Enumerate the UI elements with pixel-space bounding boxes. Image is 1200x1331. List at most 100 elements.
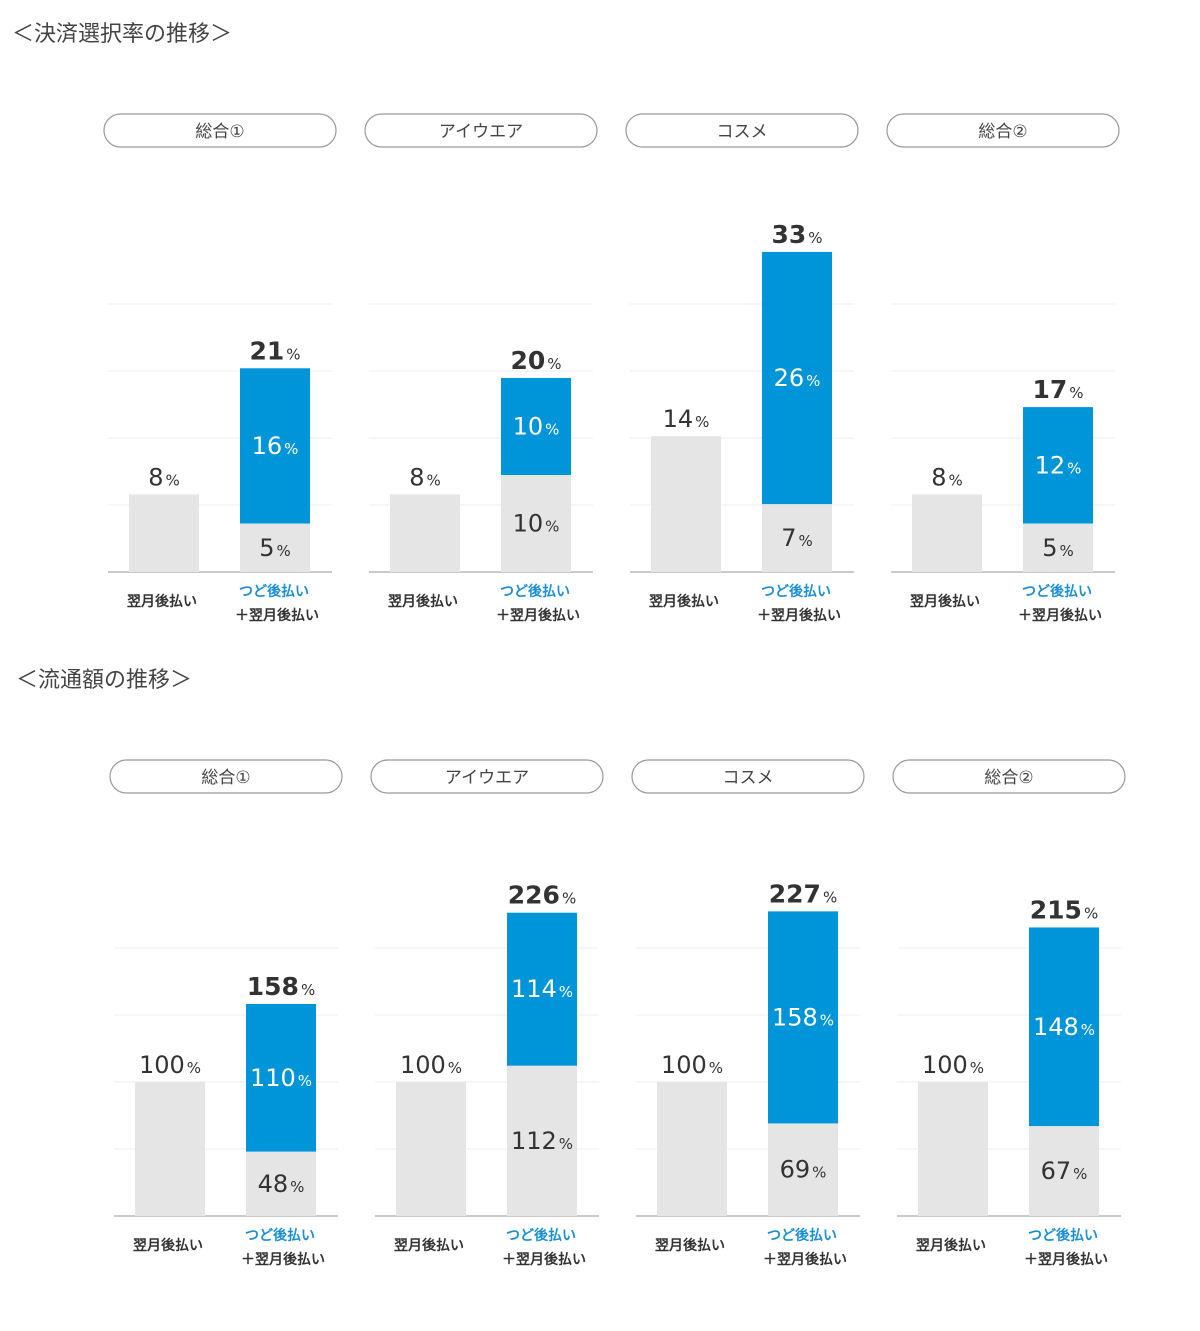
- category-pill-label: 総合②: [984, 768, 1033, 788]
- bar-single-value: 8%: [148, 463, 180, 491]
- bar-stack-caption-2: ＋翌月後払い: [1024, 1251, 1108, 1268]
- bar-stack-caption-1: つど後払い: [245, 1227, 315, 1244]
- bar-total-value: 215%: [1030, 895, 1098, 924]
- bar-single-value: 8%: [409, 463, 441, 491]
- category-pill: [625, 113, 859, 148]
- bar-stack-caption-2: ＋翌月後払い: [1018, 607, 1102, 624]
- bar-stack-bottom: [501, 475, 571, 572]
- bar-stack-bottom-value: 69%: [780, 1156, 827, 1184]
- category-pill: [103, 113, 337, 148]
- category-pill: [364, 113, 598, 148]
- bar-stack-bottom: [1023, 523, 1093, 572]
- bar-stack-top: [246, 1003, 316, 1152]
- bar-stack-bottom-value: 10%: [513, 510, 560, 538]
- bar-single: [390, 494, 460, 572]
- bar-stack-caption-1: つど後払い: [500, 583, 570, 600]
- bar-single: [135, 1081, 205, 1216]
- bar-single-caption: 翌月後払い: [910, 593, 980, 610]
- bar-single-value: 100%: [139, 1051, 201, 1079]
- bar-stack-top-value: 110%: [250, 1064, 312, 1092]
- bar-total-value: 20%: [510, 346, 561, 375]
- bar-total-value: 227%: [769, 879, 837, 908]
- bar-stack-caption-1: つど後払い: [1028, 1227, 1098, 1244]
- category-pill-label: 総合①: [195, 122, 244, 142]
- bar-single-caption: 翌月後払い: [649, 593, 719, 610]
- bar-stack-top-value: 16%: [252, 432, 299, 460]
- category-pill: [631, 759, 865, 794]
- bar-stack-caption-1: つど後払い: [239, 583, 309, 600]
- category-pill-label: 総合②: [978, 122, 1027, 142]
- category-pill-label: アイウエア: [439, 122, 523, 142]
- bar-stack-top-value: 12%: [1035, 451, 1082, 479]
- bar-single-caption: 翌月後払い: [916, 1237, 986, 1254]
- bar-stack-top: [501, 378, 571, 475]
- bar-stack-top-value: 10%: [513, 413, 560, 441]
- category-pill-label: コスメ: [717, 122, 768, 142]
- section-title-payment-rate: ＜決済選択率の推移＞: [12, 22, 233, 47]
- category-pill-label: 総合①: [201, 768, 250, 788]
- bar-single-caption: 翌月後払い: [394, 1237, 464, 1254]
- bar-stack-caption-1: つど後払い: [1022, 583, 1092, 600]
- bar-stack-bottom: [240, 523, 310, 572]
- circulation-amount-chart: 総合① 100 % 48 % 110 % 158 % 翌月後払い つど後払い ＋翌月後払い アイウエア 1…: [109, 759, 1126, 1268]
- bar-stack-caption-2: ＋翌月後払い: [757, 607, 841, 624]
- category-pill: [886, 113, 1120, 148]
- bar-single: [657, 1081, 727, 1216]
- bar-stack-caption-2: ＋翌月後払い: [763, 1251, 847, 1268]
- category-pill-label: コスメ: [723, 768, 774, 788]
- bar-single-value: 8%: [931, 463, 963, 491]
- bar-stack-bottom: [1029, 1126, 1099, 1216]
- bar-single: [912, 494, 982, 572]
- category-pill-label: アイウエア: [445, 768, 529, 788]
- bar-total-value: 17%: [1032, 375, 1083, 404]
- bar-single-value: 100%: [661, 1051, 723, 1079]
- bar-single-caption: 翌月後払い: [133, 1237, 203, 1254]
- bar-stack-top: [762, 251, 832, 505]
- bar-stack-caption-2: ＋翌月後払い: [502, 1251, 586, 1268]
- bar-stack-caption-2: ＋翌月後払い: [496, 607, 580, 624]
- bar-stack-top-value: 114%: [511, 975, 573, 1003]
- bar-stack-bottom-value: 7%: [781, 524, 813, 552]
- bar-single-caption: 翌月後払い: [388, 593, 458, 610]
- bar-single-value: 100%: [922, 1051, 984, 1079]
- bar-stack-bottom: [507, 1065, 577, 1216]
- bar-stack-bottom-value: 5%: [1042, 534, 1074, 562]
- bar-stack-top: [768, 911, 838, 1124]
- bar-stack-top: [1023, 407, 1093, 524]
- bar-single-caption: 翌月後払い: [655, 1237, 725, 1254]
- bar-stack-caption-1: つど後払い: [767, 1227, 837, 1244]
- bar-stack-top-value: 158%: [772, 1003, 834, 1031]
- bar-stack-caption-2: ＋翌月後払い: [241, 1251, 325, 1268]
- bar-stack-bottom-value: 67%: [1041, 1157, 1088, 1185]
- bar-single: [918, 1081, 988, 1216]
- section-title-circulation: ＜流通額の推移＞: [16, 668, 193, 693]
- bar-stack-caption-1: つど後払い: [506, 1227, 576, 1244]
- bar-single-value: 14%: [663, 405, 710, 433]
- bar-single-caption: 翌月後払い: [127, 593, 197, 610]
- category-pill: [109, 759, 343, 794]
- category-pill: [892, 759, 1126, 794]
- category-pill: [370, 759, 604, 794]
- bar-single-value: 100%: [400, 1051, 462, 1079]
- bar-stack-top: [507, 912, 577, 1066]
- bar-single: [651, 436, 721, 572]
- bar-stack-bottom: [246, 1151, 316, 1216]
- bar-total-value: 226%: [508, 881, 576, 910]
- bar-total-value: 33%: [771, 220, 822, 249]
- bar-single: [396, 1081, 466, 1216]
- bar-stack-caption-1: つど後払い: [761, 583, 831, 600]
- bar-stack-top: [240, 368, 310, 524]
- bar-stack-top-value: 26%: [774, 364, 821, 392]
- bar-stack-top: [1029, 927, 1099, 1127]
- payment-rate-chart: 総合① 8 % 5 % 16 % 21 % 翌月後払い つど後払い ＋翌月後払い アイウエア 8 % 10 % 1…: [103, 113, 1120, 624]
- bar-stack-bottom-value: 5%: [259, 534, 291, 562]
- bar-stack-bottom: [768, 1123, 838, 1216]
- bar-stack-bottom-value: 48%: [258, 1170, 305, 1198]
- bar-single: [129, 494, 199, 572]
- bar-stack-bottom-value: 112%: [511, 1127, 573, 1155]
- bar-stack-caption-2: ＋翌月後払い: [235, 607, 319, 624]
- bar-stack-top-value: 148%: [1033, 1013, 1095, 1041]
- bar-stack-bottom: [762, 504, 832, 572]
- bar-total-value: 21%: [249, 336, 300, 365]
- bar-total-value: 158%: [247, 972, 315, 1001]
